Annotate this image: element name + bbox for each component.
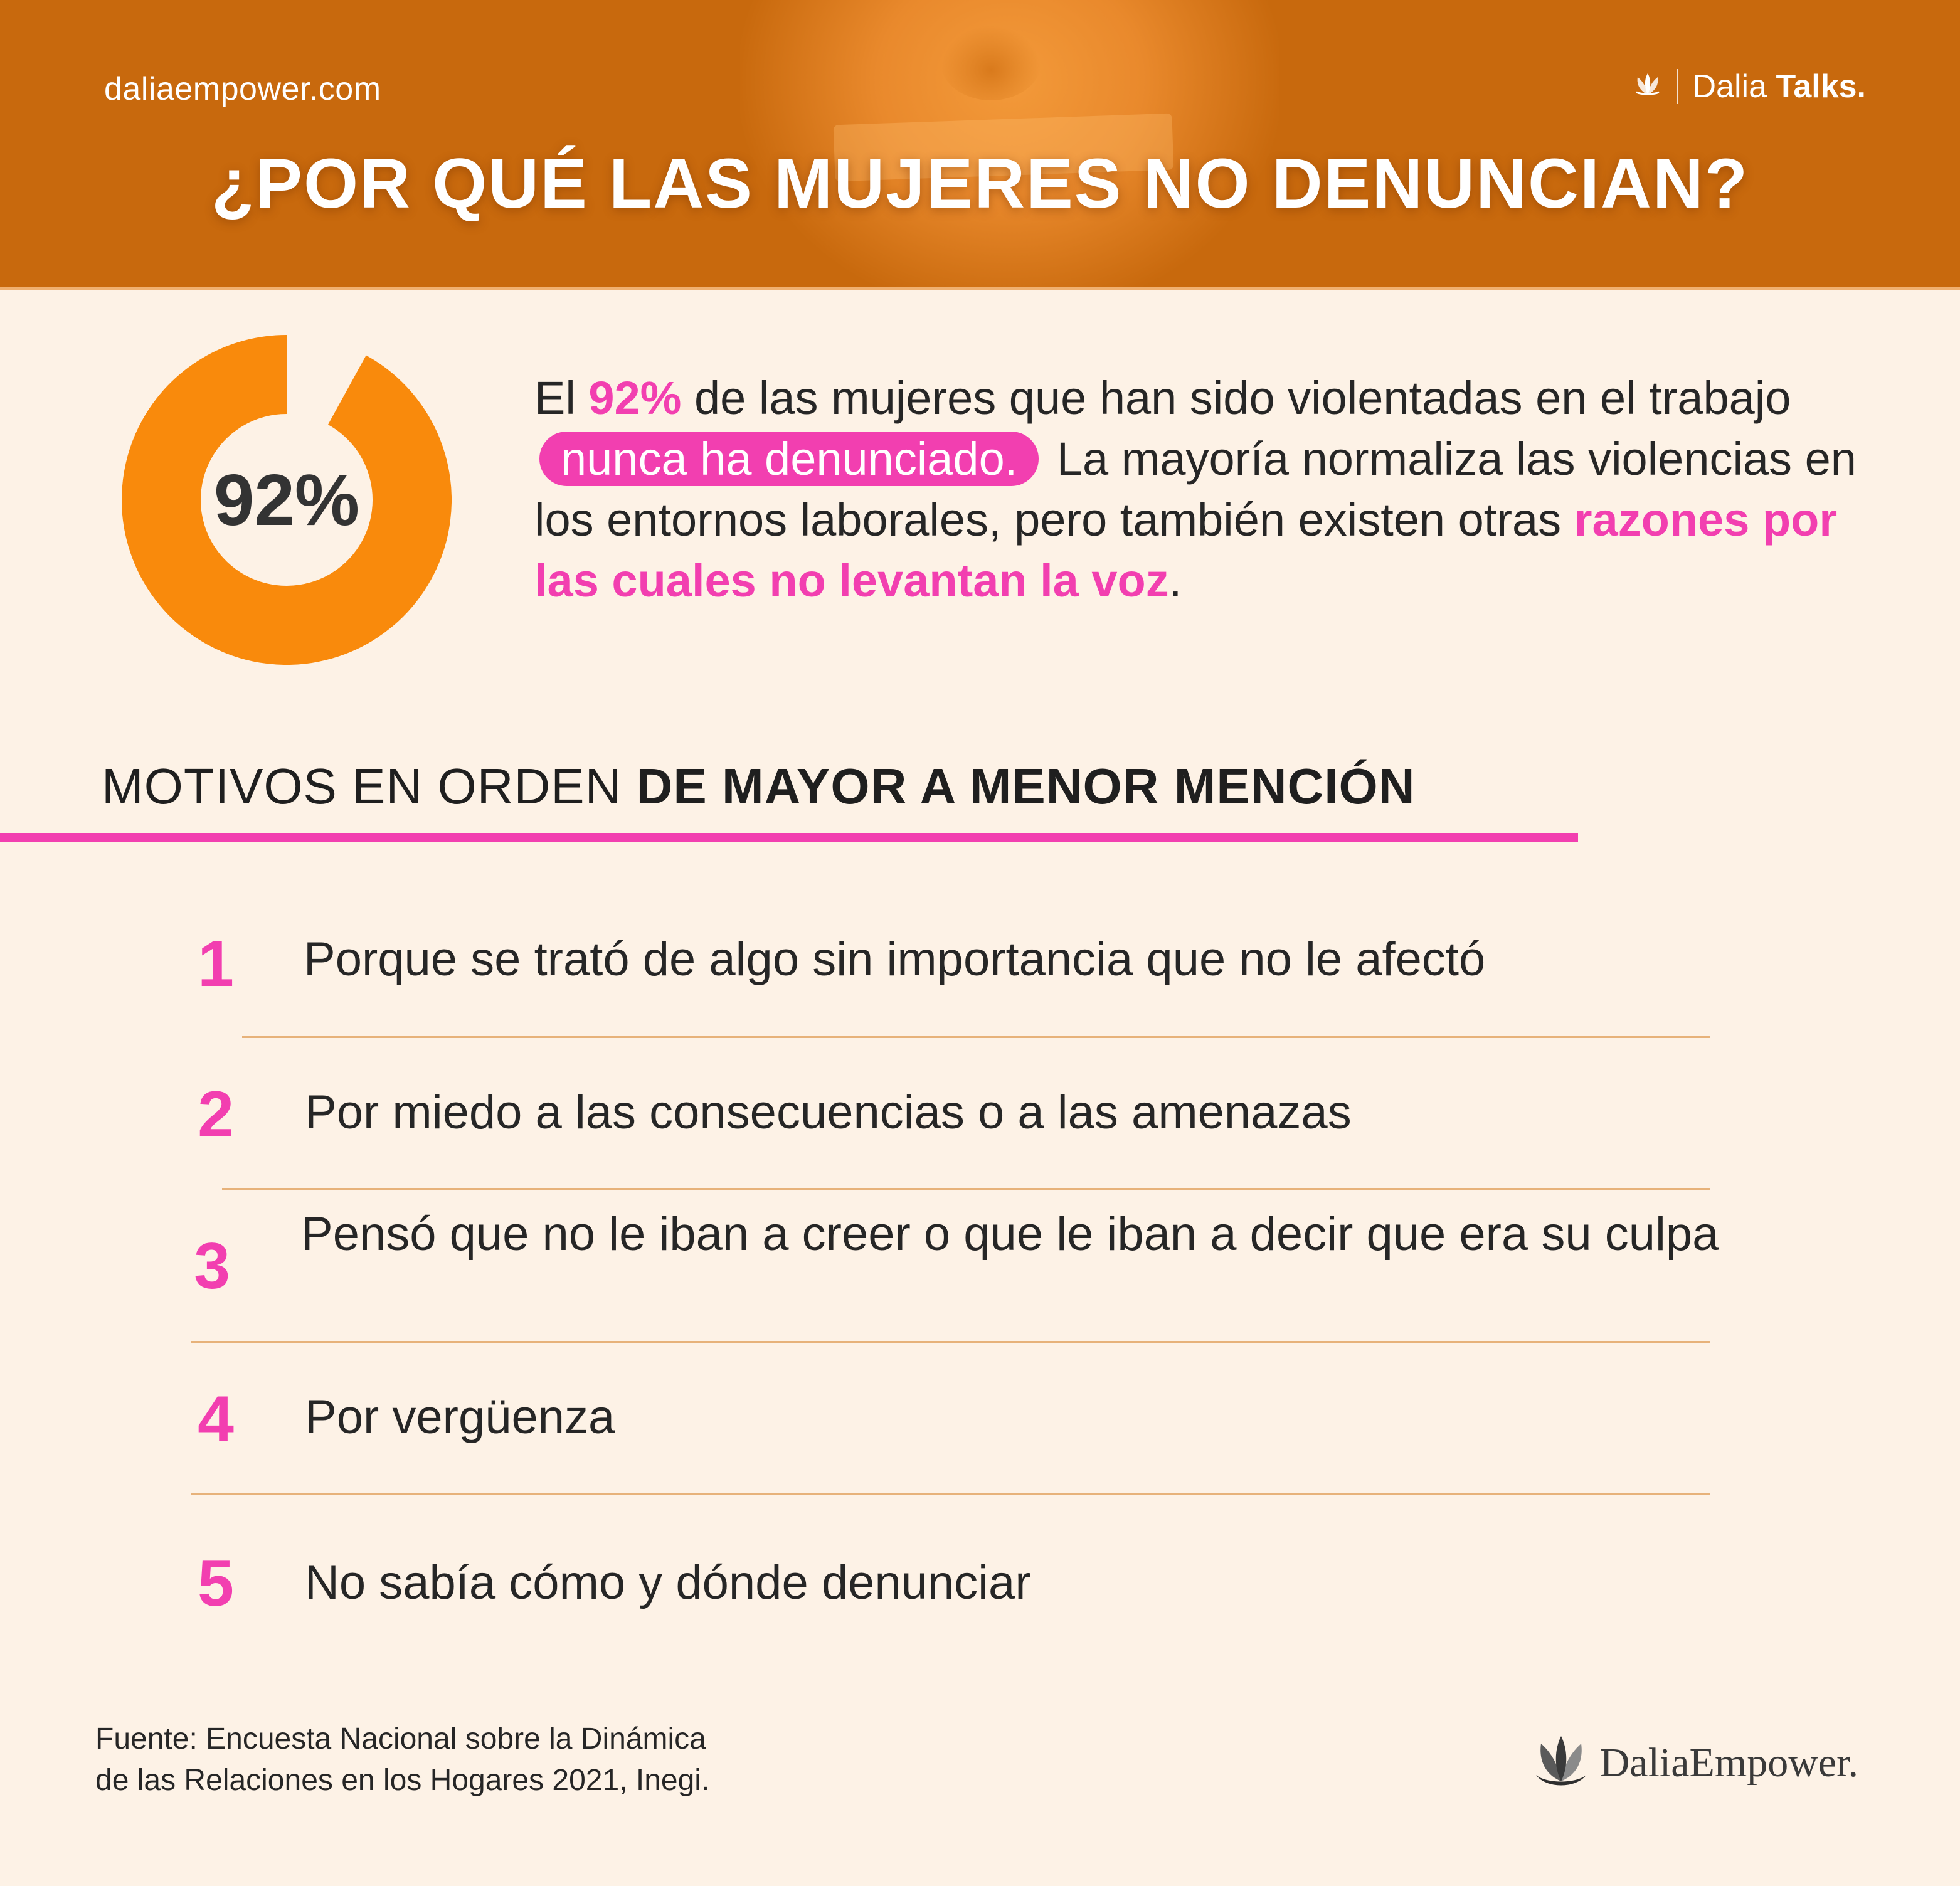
intro-paragraph: El 92% de las mujeres que han sido viole… <box>534 368 1870 611</box>
reason-text: Pensó que no le iban a creer o que le ib… <box>301 1207 1719 1261</box>
source-citation: Fuente: Encuesta Nacional sobre la Dinám… <box>95 1719 709 1801</box>
lotus-logo-icon <box>1531 1731 1591 1794</box>
section-title: MOTIVOS EN ORDEN DE MAYOR A MENOR MENCIÓ… <box>102 758 1415 815</box>
brand-bold-text: Talks. <box>1776 68 1866 105</box>
reason-divider <box>191 1493 1710 1495</box>
header-banner: daliaempower.com Dalia Talks. ¿POR QUÉ L… <box>0 0 1960 290</box>
source-line-2: de las Relaciones en los Hogares 2021, I… <box>95 1764 710 1797</box>
intro-highlight-percent: 92% <box>588 372 682 424</box>
donut-percent-label: 92% <box>213 459 360 541</box>
reason-divider <box>222 1188 1710 1190</box>
page-title: ¿POR QUÉ LAS MUJERES NO DENUNCIAN? <box>211 144 1749 223</box>
footer-logo-text: DaliaEmpower. <box>1599 1739 1858 1786</box>
donut-chart <box>122 335 452 665</box>
intro-pill-highlight: nunca ha denunciado. <box>539 432 1039 486</box>
intro-text-1: El <box>534 372 589 424</box>
reason-text: No sabía cómo y dónde denunciar <box>305 1556 1031 1609</box>
intro-text-2: de las mujeres que han sido violentadas … <box>681 372 1791 424</box>
stat-donut: 92% <box>122 335 452 665</box>
intro-highlight-reasons: razones por las cuales no levantan la vo… <box>534 494 1838 607</box>
lotus-icon <box>1633 68 1663 105</box>
section-underline <box>0 833 1578 842</box>
reason-number: 2 <box>198 1078 234 1151</box>
reason-text: Porque se trató de algo sin importancia … <box>304 933 1486 986</box>
reason-number: 5 <box>198 1547 234 1620</box>
reason-text: Por vergüenza <box>305 1391 615 1444</box>
brand-separator <box>1677 69 1679 104</box>
header-photo-nose <box>941 25 1041 100</box>
section-title-bold: DE MAYOR A MENOR MENCIÓN <box>636 758 1416 814</box>
reason-divider <box>242 1036 1710 1038</box>
brand-name: Dalia Talks. <box>1692 68 1866 105</box>
footer-logo: DaliaEmpower. <box>1531 1731 1858 1794</box>
intro-text-3: La mayoría normaliza las violencias en l… <box>534 433 1857 546</box>
reason-number: 1 <box>198 928 234 1000</box>
reason-divider <box>191 1341 1710 1343</box>
brand-light-text: Dalia <box>1692 68 1767 105</box>
reason-number: 3 <box>194 1230 230 1303</box>
site-url-link[interactable]: daliaempower.com <box>104 71 381 107</box>
brand-dalia-talks: Dalia Talks. <box>1633 68 1866 105</box>
section-title-regular: MOTIVOS EN ORDEN <box>102 758 637 814</box>
reason-text: Por miedo a las consecuencias o a las am… <box>305 1086 1352 1139</box>
source-line-1: Fuente: Encuesta Nacional sobre la Dinám… <box>95 1722 706 1756</box>
reason-number: 4 <box>198 1383 234 1456</box>
intro-text-4: . <box>1168 554 1182 607</box>
